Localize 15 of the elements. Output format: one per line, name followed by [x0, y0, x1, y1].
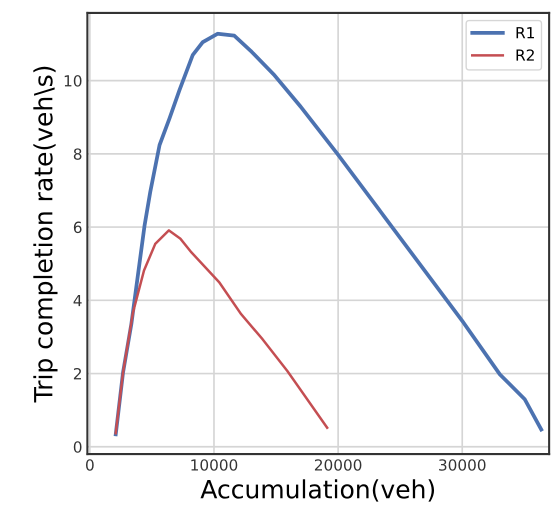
- x-tick-label: 30000: [439, 459, 486, 471]
- legend-label: R2: [516, 49, 534, 61]
- y-tick-label: 2: [74, 368, 81, 380]
- x-tick-label: 10000: [191, 459, 238, 471]
- y-tick-label: 8: [74, 148, 82, 160]
- y-tick-label: 6: [74, 222, 82, 234]
- x-tick-label: 20000: [314, 459, 362, 471]
- line-series: [114, 229, 328, 434]
- y-tick-label: 4: [74, 294, 82, 306]
- y-tick-label: 10: [64, 75, 82, 87]
- x-tick-label: 0: [86, 459, 94, 471]
- y-axis-title: Trip completion rate(veh\s): [33, 66, 58, 402]
- x-axis-title: Accumulation(veh): [200, 479, 434, 502]
- legend-label: R1: [516, 27, 534, 38]
- y-tick-label: 0: [74, 441, 82, 453]
